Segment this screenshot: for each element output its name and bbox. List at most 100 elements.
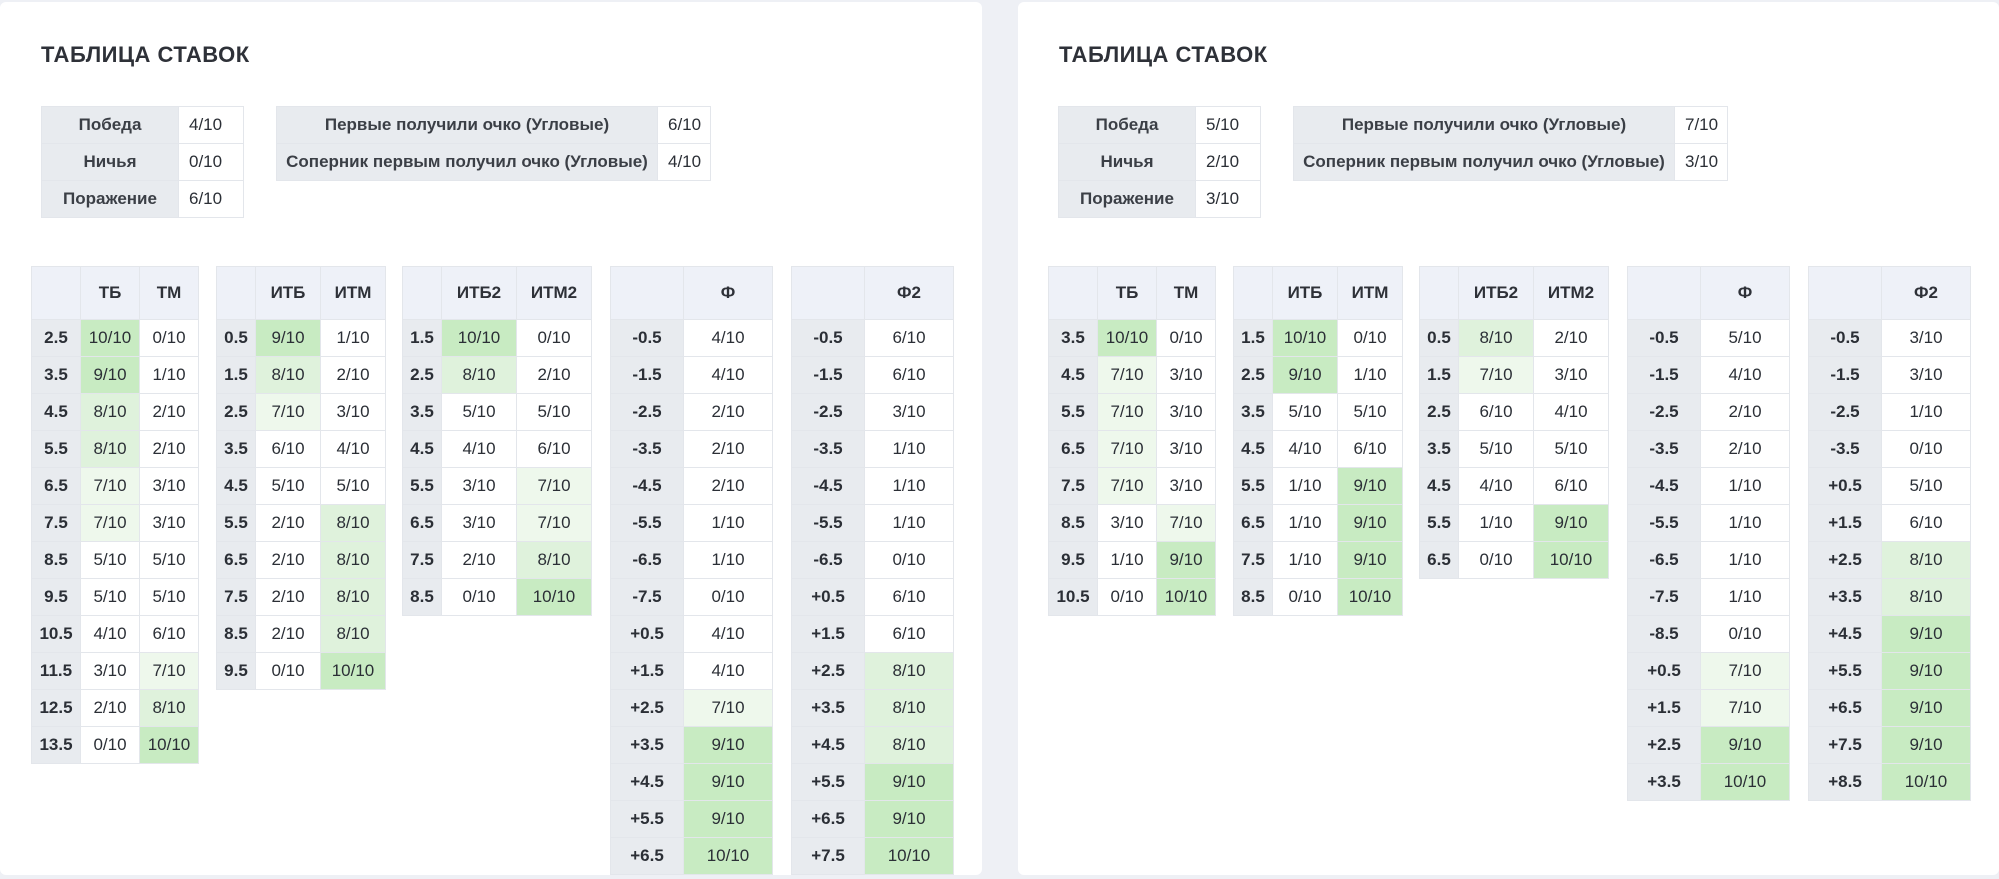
column-header-line [216,266,256,320]
column-header: ТБ [80,266,140,320]
summary-label: Ничья [1058,143,1196,181]
column-header: Ф2 [864,266,954,320]
hit-rate: 10/10 [864,837,954,875]
hit-rate: 10/10 [1337,578,1403,616]
table-row: -3.5 1/10 [791,430,954,468]
summary-label: Победа [1058,106,1196,144]
hit-rate: 8/10 [255,356,321,394]
hit-rate: 3/10 [864,393,954,431]
line-value: 6.5 [1419,541,1459,579]
table-row: +2.5 8/10 [1808,541,1971,579]
column-header: ИТМ2 [516,266,592,320]
hit-rate: 0/10 [255,652,321,690]
line-value: 5.5 [1233,467,1273,505]
hit-rate: 0/10 [516,319,592,357]
table-row: 6.5 1/10 9/10 [1233,504,1403,542]
hit-rate: 2/10 [255,504,321,542]
line-value: 10.5 [31,615,81,653]
table-row: -1.5 4/10 [610,356,773,394]
line-value: 2.5 [402,356,442,394]
bet-table-ф2: Ф2 -0.5 6/10 -1.5 6/10 -2.5 3/10 -3.5 1/10 -4.5 1/… [791,266,954,875]
hit-rate: 7/10 [139,652,199,690]
line-value: 5.5 [216,504,256,542]
table-row: 2.5 8/10 2/10 [402,356,592,394]
hit-rate: 9/10 [1881,652,1971,690]
summary-label: Поражение [41,180,179,218]
first-point-summary-table: Первые получили очко (Угловые) 6/10 Соперн… [276,106,711,181]
hit-rate: 9/10 [683,726,773,764]
line-value: -4.5 [791,467,865,505]
summary-label: Соперник первым получил очко (Угловые) [276,143,658,181]
table-row: 11.5 3/10 7/10 [31,652,199,690]
line-value: 9.5 [216,652,256,690]
line-value: 6.5 [31,467,81,505]
hit-rate: 6/10 [139,615,199,653]
hit-rate: 2/10 [80,689,140,727]
table-row: -3.5 2/10 [1627,430,1790,468]
hit-rate: 8/10 [320,578,386,616]
table-row: -0.5 6/10 [791,319,954,357]
line-value: +4.5 [610,763,684,801]
line-value: 1.5 [402,319,442,357]
column-header-line [402,266,442,320]
hit-rate: 4/10 [683,356,773,394]
table-row: 6.5 7/10 3/10 [1048,430,1216,468]
hit-rate: 10/10 [320,652,386,690]
table-row: -8.5 0/10 [1627,615,1790,653]
hit-rate: 2/10 [139,393,199,431]
line-value: 8.5 [1048,504,1098,542]
hit-rate: 8/10 [80,393,140,431]
bet-table-тб: ТБ ТМ 2.5 10/10 0/10 3.5 9/10 1/10 4.5 8/10 2/10 5.… [31,266,199,764]
hit-rate: 0/10 [1337,319,1403,357]
hit-rate: 1/10 [1458,504,1534,542]
hit-rate: 1/10 [1700,578,1790,616]
hit-rate: 8/10 [864,652,954,690]
line-value: -1.5 [791,356,865,394]
table-row: +7.5 9/10 [1808,726,1971,764]
hit-rate: 7/10 [1458,356,1534,394]
result-summary-table-row: Ничья 2/10 [1058,143,1261,181]
table-row: +5.5 9/10 [610,800,773,838]
hit-rate: 8/10 [1881,578,1971,616]
table-header-row: Ф [610,266,773,320]
hit-rate: 3/10 [1156,393,1216,431]
line-value: -4.5 [1627,467,1701,505]
table-row: 5.5 2/10 8/10 [216,504,386,542]
hit-rate: 4/10 [683,615,773,653]
hit-rate: 1/10 [1881,393,1971,431]
line-value: +0.5 [610,615,684,653]
line-value: 5.5 [31,430,81,468]
line-value: 4.5 [31,393,81,431]
line-value: -2.5 [791,393,865,431]
line-value: +1.5 [1627,689,1701,727]
bet-table-итб2: ИТБ2 ИТМ2 0.5 8/10 2/10 1.5 7/10 3/10 2.5 6/10 4/1… [1419,266,1609,579]
table-row: -5.5 1/10 [1627,504,1790,542]
hit-rate: 6/10 [864,319,954,357]
hit-rate: 2/10 [683,393,773,431]
table-row: 4.5 7/10 3/10 [1048,356,1216,394]
hit-rate: 1/10 [1272,504,1338,542]
table-header-row: Ф [1627,266,1790,320]
hit-rate: 6/10 [864,615,954,653]
hit-rate: 9/10 [1337,467,1403,505]
hit-rate: 0/10 [1272,578,1338,616]
hit-rate: 10/10 [1097,319,1157,357]
hit-rate: 5/10 [516,393,592,431]
column-header-line [1627,266,1701,320]
column-header-line [1808,266,1882,320]
table-row: 3.5 6/10 4/10 [216,430,386,468]
hit-rate: 5/10 [1272,393,1338,431]
line-value: -5.5 [1627,504,1701,542]
table-row: -4.5 1/10 [1627,467,1790,505]
hit-rate: 0/10 [1097,578,1157,616]
line-value: +3.5 [610,726,684,764]
line-value: -3.5 [791,430,865,468]
line-value: 1.5 [216,356,256,394]
hit-rate: 1/10 [1097,541,1157,579]
panel-title: ТАБЛИЦА СТАВОК [1059,42,1268,67]
line-value: 8.5 [1233,578,1273,616]
hit-rate: 1/10 [864,430,954,468]
line-value: 3.5 [1419,430,1459,468]
line-value: -4.5 [610,467,684,505]
hit-rate: 7/10 [1700,652,1790,690]
